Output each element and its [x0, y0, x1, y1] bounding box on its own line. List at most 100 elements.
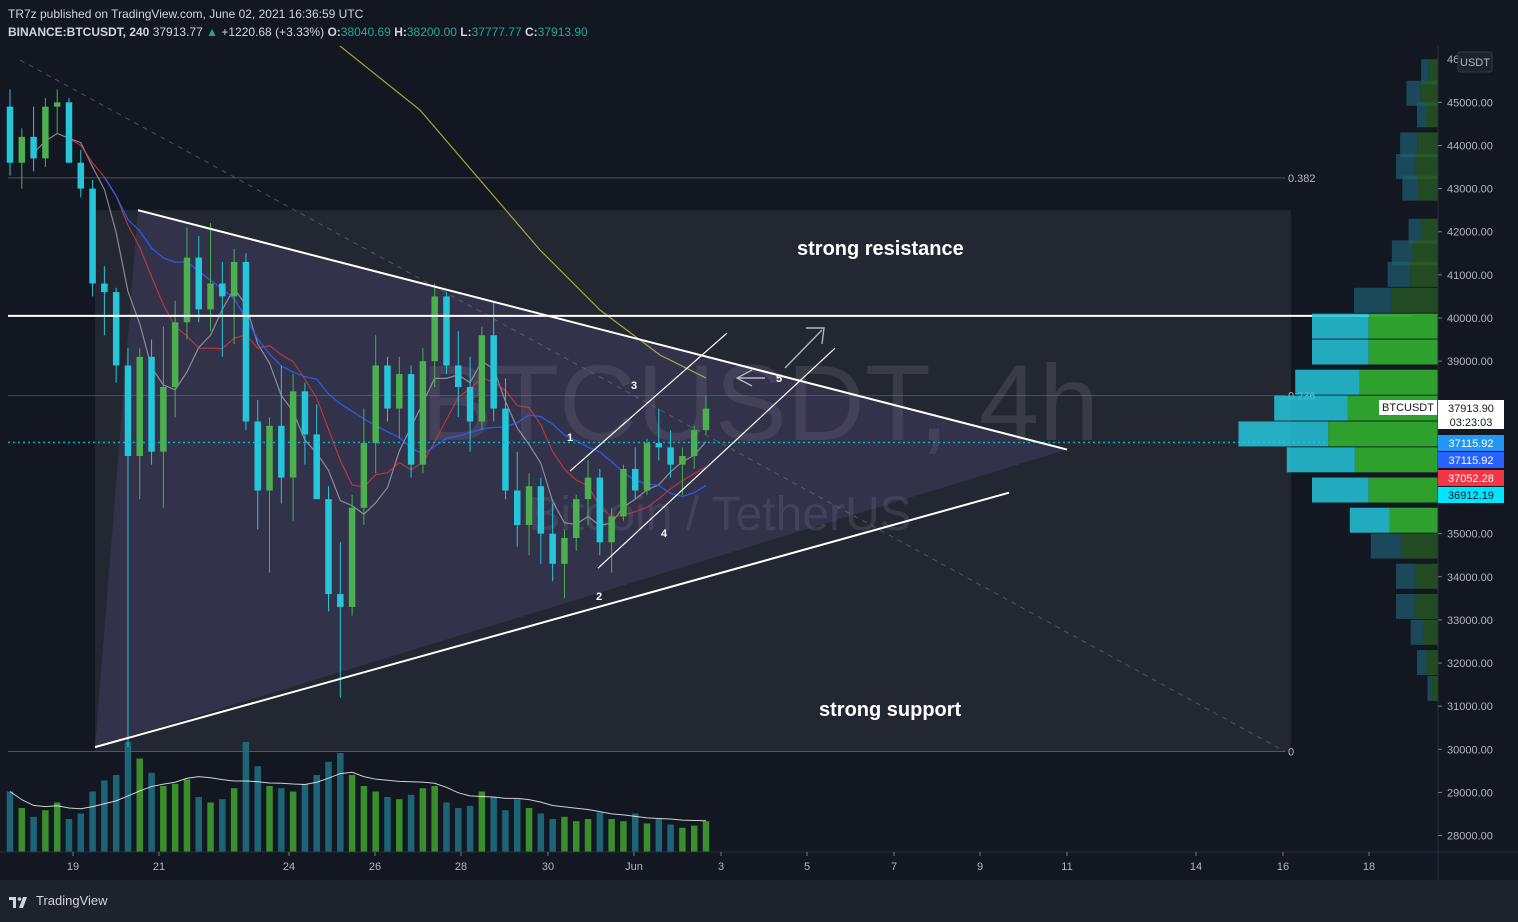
candle: [667, 430, 674, 478]
volume-bar: [514, 799, 521, 852]
currency-box[interactable]: [1457, 51, 1493, 73]
candle-body: [278, 425, 285, 478]
candle: [478, 326, 486, 431]
price-tick-label: 43000.00: [1447, 184, 1493, 196]
triangle-lower-trendline[interactable]: [94, 491, 1010, 749]
volume-bar: [65, 819, 73, 852]
close-label: C:: [525, 25, 538, 39]
volume-profile-down: [1400, 132, 1418, 158]
candle-body: [266, 425, 273, 491]
fib-0-label: 0: [1288, 746, 1294, 758]
volume-bar: [77, 813, 85, 852]
price-tick-label: 39000.00: [1447, 356, 1493, 368]
candle-body: [101, 283, 108, 293]
volume-bar: [6, 791, 14, 852]
candle-body: [608, 516, 615, 543]
volume-profile-up: [1426, 102, 1438, 128]
candle: [242, 253, 250, 431]
candle-body: [655, 443, 663, 448]
time-tick-label: 3: [718, 861, 724, 873]
volume-profile-down: [1312, 477, 1369, 503]
tradingview-brand[interactable]: TradingView: [36, 893, 108, 908]
open-label: O:: [327, 25, 341, 39]
ma-tag-2-box: [1438, 452, 1504, 468]
volume-profile-down: [1286, 447, 1355, 473]
candle: [549, 503, 556, 582]
time-tick-label: Jun: [625, 861, 643, 873]
candle-body: [360, 443, 368, 508]
volume-profile-down: [1354, 287, 1392, 313]
candle: [384, 356, 391, 422]
volume-bar: [136, 758, 144, 852]
volume-profile-up: [1414, 154, 1438, 180]
volume-bar: [596, 812, 604, 852]
candle: [372, 335, 379, 474]
triangle-upper-trendline[interactable]: [137, 209, 1068, 451]
volume-bar: [443, 802, 450, 852]
candle: [431, 283, 438, 388]
high-value: 38200.00: [406, 25, 457, 39]
volume-bar: [219, 799, 226, 852]
candle-body: [584, 477, 592, 500]
range-zone: [95, 210, 1291, 752]
volume-profile-up: [1417, 132, 1438, 158]
candle-body: [18, 136, 26, 163]
volume-profile-up: [1420, 80, 1438, 106]
candle-body: [667, 447, 674, 465]
candle-body: [431, 296, 438, 362]
channel-lower-line[interactable]: [597, 347, 836, 569]
volume-bar: [643, 823, 651, 852]
candle: [77, 149, 85, 198]
candle: [101, 266, 108, 336]
candle: [183, 227, 191, 340]
price-chart[interactable]: BTCUSDT, 4h Bitcoin / TetherUS 0.382 0.2…: [0, 46, 1518, 880]
candle: [608, 507, 615, 573]
candle-body: [384, 365, 391, 409]
candle: [160, 326, 167, 508]
fib-0382-label: 0.382: [1288, 173, 1316, 185]
volume-profile-up: [1328, 421, 1438, 447]
candle-body: [112, 292, 120, 366]
candle: [136, 348, 144, 500]
candle: [30, 106, 37, 172]
volume-bar: [313, 775, 320, 852]
volume-bar: [42, 810, 49, 852]
candle-body: [372, 365, 379, 444]
time-tick-label: 26: [369, 861, 381, 873]
volume-profile-up: [1426, 650, 1438, 676]
tradingview-logo-icon[interactable]: [8, 893, 32, 909]
volume-bars: [6, 742, 710, 852]
watermark-name: Bitcoin / TetherUS: [528, 488, 911, 541]
volume-bar: [325, 761, 332, 852]
volume-profile-up: [1391, 287, 1438, 313]
candle: [53, 89, 61, 133]
time-tick-label: 9: [977, 861, 983, 873]
volume-profile-up: [1410, 261, 1438, 287]
volume-bar: [148, 772, 155, 852]
time-axis[interactable]: 19 21 24 26 28 30 Jun 3 5 7 9 11 14 16 18: [67, 852, 1375, 873]
wave-label-5: 5: [776, 373, 782, 385]
ma-blue: [103, 176, 707, 498]
price-change: +1220.68 (+3.33%): [221, 25, 325, 39]
candle: [289, 374, 297, 521]
candle-body: [396, 374, 403, 409]
candle-body: [620, 468, 627, 517]
symbol-timeframe[interactable]: BINANCE:BTCUSDT, 240: [8, 25, 150, 39]
wave-label-2: 2: [596, 591, 602, 603]
channel-upper-line[interactable]: [569, 332, 728, 472]
candle-body: [207, 283, 214, 310]
volume-profile-up: [1368, 339, 1438, 365]
candle: [502, 378, 509, 500]
candle: [561, 529, 568, 599]
candle: [419, 348, 427, 474]
volume-profile-down: [1396, 563, 1415, 589]
candle-body: [525, 486, 533, 526]
volume-ma: [9, 771, 707, 822]
price-tick-label: 40000.00: [1447, 313, 1493, 325]
volume-profile: [1238, 59, 1438, 701]
volume-bar: [690, 825, 698, 852]
time-tick-label: 18: [1363, 861, 1375, 873]
candle-body: [572, 499, 580, 538]
volume-profile-down: [1387, 261, 1411, 287]
volume-bar: [183, 779, 191, 852]
